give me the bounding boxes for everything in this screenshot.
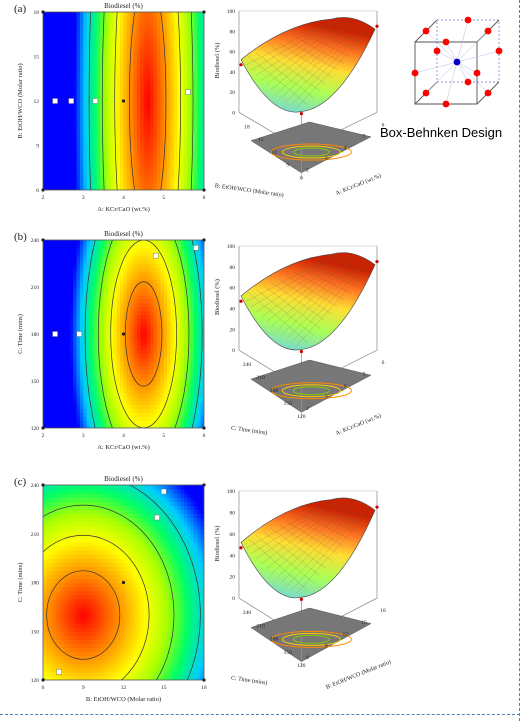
x-tick-label: 5	[363, 134, 366, 140]
z-tick-label: 60	[230, 50, 236, 56]
surface-design-point	[375, 25, 378, 28]
contour-label-box	[93, 99, 98, 104]
surface-design-point	[239, 300, 242, 303]
z-tick-label: 0	[232, 110, 235, 116]
y-tick-label: 18	[34, 10, 40, 16]
x-tick-label: 3	[82, 433, 85, 439]
surface-design-point	[300, 112, 303, 115]
x-tick-label: 3	[325, 395, 328, 401]
x-axis-label: A: KCr/CaO (wt.%)	[335, 412, 383, 437]
x-axis-label: A: KCr/CaO (wt.%)	[97, 444, 150, 451]
z-tick-label: 20	[230, 90, 236, 96]
depth-tick-label: 18	[244, 124, 250, 130]
floor-contour	[251, 122, 371, 173]
x-tick-label: 4	[122, 195, 125, 201]
depth-tick-label: 210	[256, 375, 265, 381]
z-axis-label: Biodiesel (%)	[214, 43, 221, 79]
design-point	[202, 426, 205, 429]
z-tick-label: 0	[232, 348, 235, 354]
design-point	[202, 238, 205, 241]
y-tick-label: 120	[31, 426, 40, 432]
y-tick-label: 15	[34, 55, 40, 61]
z-tick-label: 40	[230, 307, 236, 313]
surface-design-point	[239, 63, 242, 66]
x-tick-label: 3	[82, 195, 85, 201]
x-tick-label: 3	[325, 156, 328, 162]
depth-tick-label: 6	[300, 175, 303, 181]
contour-label-box	[153, 253, 158, 258]
design-point	[41, 238, 44, 241]
design-point	[41, 188, 44, 191]
contour-label-box	[77, 332, 82, 337]
z-tick-label: 80	[230, 265, 236, 271]
depth-tick-label: 240	[243, 362, 252, 368]
surface-plot-4	[239, 246, 379, 418]
surface-design-point	[375, 260, 378, 263]
contour-title: Biodiesel (%)	[104, 230, 143, 238]
y-tick-label: 210	[31, 285, 40, 291]
depth-tick-label: 120	[297, 414, 306, 420]
x-tick-label: 5	[363, 372, 366, 378]
z-axis-label: Biodiesel (%)	[214, 279, 221, 315]
response-surface	[241, 17, 375, 112]
design-point	[122, 99, 125, 102]
design-point	[41, 10, 44, 13]
x-tick-label: 6	[203, 195, 206, 201]
x-tick-label: 2	[306, 167, 309, 173]
surface-design-point	[300, 350, 303, 353]
contour-label-box	[53, 332, 58, 337]
design-point	[202, 10, 205, 13]
x-tick-label: 2	[306, 406, 309, 412]
depth-tick-label: 15	[258, 137, 264, 143]
x-tick-label: 4	[344, 383, 347, 389]
y-tick-label: 6	[36, 188, 39, 194]
z-tick-label: 100	[227, 9, 236, 15]
z-tick-label: 20	[230, 327, 236, 333]
x-tick-label: 6	[382, 360, 385, 366]
depth-tick-label: 12	[271, 150, 277, 156]
x-axis-label: A: KCr/CaO (wt.%)	[335, 172, 383, 197]
x-tick-label: 5	[162, 195, 165, 201]
contour-title: Biodiesel (%)	[104, 2, 143, 10]
y-axis-label: C: Time (mins)	[17, 314, 24, 354]
depth-tick-label: 180	[270, 388, 279, 394]
y-tick-label: 240	[31, 238, 40, 244]
z-tick-label: 40	[230, 70, 236, 76]
x-tick-label: 2	[42, 195, 45, 201]
depth-tick-label: 9	[286, 163, 289, 169]
y-tick-label: 12	[34, 99, 40, 105]
z-tick-label: 80	[230, 29, 236, 35]
x-tick-label: 6	[203, 433, 206, 439]
depth-axis-label: B: EtOH/WCO (Molar ratio)	[214, 182, 284, 199]
depth-axis-label: C: Time (mins)	[231, 424, 268, 436]
response-surface	[241, 253, 375, 350]
design-point	[122, 332, 125, 335]
depth-tick-label: 150	[284, 401, 293, 407]
z-tick-label: 100	[227, 244, 236, 250]
x-tick-label: 2	[42, 433, 45, 439]
x-tick-label: 4	[344, 145, 347, 151]
panel-label: (a)	[14, 3, 27, 15]
z-tick-label: 60	[230, 286, 236, 292]
x-tick-label: 5	[162, 433, 165, 439]
x-tick-label: 4	[122, 433, 125, 439]
y-tick-label: 180	[31, 332, 40, 338]
contour-label-box	[193, 245, 198, 250]
y-tick-label: 150	[31, 379, 40, 385]
contour-label-box	[69, 99, 74, 104]
y-tick-label: 9	[36, 144, 39, 150]
floor-contour	[251, 360, 371, 412]
design-point	[41, 426, 44, 429]
x-axis-label: A: KCr/CaO (wt.%)	[97, 206, 150, 213]
contour-label-box	[185, 90, 190, 95]
design-point	[202, 188, 205, 191]
contour-label-box	[53, 99, 58, 104]
panel-label: (b)	[14, 231, 27, 243]
y-axis-label: B: EtOH/WCO (Molar ratio)	[17, 63, 24, 138]
surface-plot-2	[239, 11, 379, 179]
